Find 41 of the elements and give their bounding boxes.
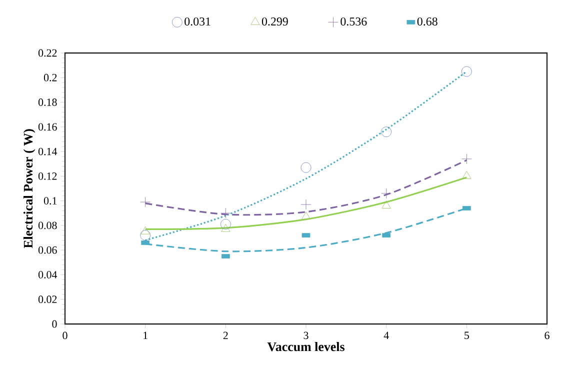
point bbox=[221, 224, 230, 232]
point bbox=[382, 200, 391, 208]
point bbox=[301, 212, 311, 220]
y-tick-label: 0.2 bbox=[44, 74, 57, 82]
x-tick-label: 4 bbox=[384, 332, 389, 339]
point bbox=[300, 162, 312, 173]
y-tick-label: 0.14 bbox=[38, 148, 58, 156]
point bbox=[220, 208, 231, 218]
point bbox=[461, 154, 472, 164]
y-tick-label: 0 bbox=[52, 320, 57, 328]
point bbox=[462, 171, 472, 179]
y-tick-label: 0.12 bbox=[38, 172, 57, 180]
point bbox=[140, 196, 151, 208]
point bbox=[381, 188, 392, 199]
x-tick-label: 1 bbox=[144, 332, 148, 340]
point bbox=[300, 199, 312, 210]
legend-label: 0.299 bbox=[262, 17, 288, 26]
y-tick-label: 0.08 bbox=[38, 222, 57, 230]
line-series bbox=[144, 176, 468, 230]
point bbox=[381, 126, 392, 138]
legend-label: 0.031 bbox=[184, 17, 210, 26]
legend-label: 0.536 bbox=[340, 17, 367, 26]
point bbox=[461, 66, 472, 77]
y-tick-label: 0.04 bbox=[38, 271, 58, 278]
x-tick-label: 6 bbox=[544, 332, 550, 340]
legend-label: 0.68 bbox=[417, 17, 438, 26]
x-tick-label: 2 bbox=[223, 332, 228, 340]
point bbox=[140, 226, 150, 234]
y-tick-label: 0.06 bbox=[38, 246, 57, 254]
y-tick-label: 0.02 bbox=[38, 296, 57, 304]
x-tick-label: 5 bbox=[464, 332, 469, 340]
y-tick-label: 0.16 bbox=[38, 123, 57, 131]
point bbox=[220, 219, 231, 230]
y-tick-label: 0.18 bbox=[38, 98, 57, 106]
y-tick-label: 0.1 bbox=[44, 197, 57, 205]
point bbox=[140, 230, 151, 240]
y-axis-title: Electrical Power ( W) bbox=[23, 129, 36, 248]
x-tick-label: 3 bbox=[304, 332, 308, 340]
x-tick-label: 0 bbox=[62, 332, 68, 340]
y-tick-label: 0.22 bbox=[38, 49, 57, 57]
x-axis-title: Vaccum levels bbox=[267, 342, 344, 352]
